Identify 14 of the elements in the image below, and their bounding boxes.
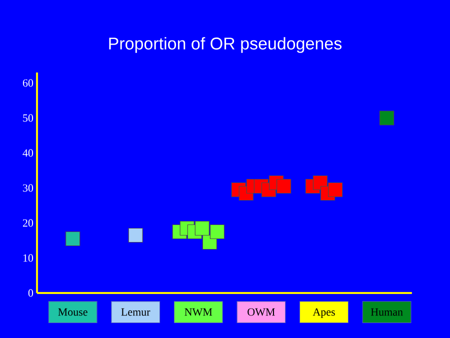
x-tick-label: Mouse [58, 308, 88, 316]
chart-title: Proportion of OR pseudogenes [109, 37, 342, 53]
y-tick-label: 30 [23, 184, 34, 192]
y-tick-label: 40 [22, 149, 34, 157]
y-tick-label: 20 [22, 219, 34, 227]
x-tick-label: OWM [248, 308, 275, 316]
x-tick-label: Apes [312, 308, 335, 318]
x-tick-label: NWM [184, 308, 212, 316]
y-tick-label: 50 [23, 114, 34, 122]
y-tick-label: 10 [23, 254, 34, 262]
y-tick-label: 0 [28, 289, 34, 297]
x-tick-label: Human [370, 308, 403, 316]
x-tick-label: Lemur [121, 308, 150, 316]
y-tick-label: 60 [22, 79, 34, 87]
